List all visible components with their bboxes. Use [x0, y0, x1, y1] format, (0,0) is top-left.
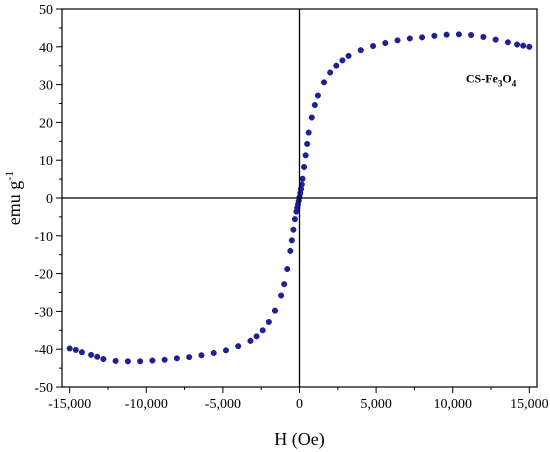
data-point	[284, 266, 291, 273]
data-point	[345, 52, 352, 59]
data-point	[100, 356, 107, 363]
data-point	[304, 140, 311, 147]
x-tick-label: 10,000	[433, 397, 472, 412]
data-point	[468, 32, 475, 39]
data-point	[492, 36, 499, 43]
data-point	[235, 343, 242, 350]
data-point	[72, 346, 79, 353]
data-point	[198, 352, 205, 359]
y-tick-label: 50	[39, 3, 53, 18]
data-point	[112, 357, 119, 364]
data-point	[253, 333, 260, 340]
y-tick-label: 30	[39, 79, 53, 94]
data-point	[222, 347, 229, 354]
data-point	[161, 356, 168, 363]
y-tick-label: -30	[34, 305, 53, 320]
annotation-sub-1: 3	[498, 79, 503, 89]
data-point	[526, 43, 533, 50]
y-tick-label: -50	[34, 381, 53, 396]
data-point	[514, 41, 521, 48]
data-point	[265, 318, 272, 325]
data-point	[314, 92, 321, 99]
y-axis-label: emu g-1	[2, 171, 24, 226]
data-point	[66, 345, 73, 352]
data-point	[301, 164, 308, 171]
data-point	[308, 114, 315, 121]
data-point	[259, 327, 266, 334]
data-point	[333, 62, 340, 69]
data-point	[327, 69, 334, 76]
y-tick-label: -10	[34, 230, 53, 245]
data-point	[370, 43, 377, 50]
data-point	[443, 31, 450, 38]
y-axis-label-base: emu g	[4, 181, 24, 226]
data-point	[290, 226, 297, 233]
data-point	[302, 152, 309, 159]
x-tick-label: 5,000	[360, 397, 392, 412]
y-tick-label: -20	[34, 268, 53, 283]
data-point	[394, 37, 401, 44]
y-axis-label-exponent: -1	[2, 171, 16, 181]
data-point	[287, 247, 294, 254]
y-tick-label: 0	[46, 192, 53, 207]
data-point	[339, 57, 346, 64]
x-tick-label: -10,000	[125, 397, 168, 412]
data-point	[281, 281, 288, 288]
y-tick-label: 10	[39, 154, 53, 169]
sample-annotation: CS-Fe3O4	[466, 72, 517, 89]
x-tick-labels: -15,000 -10,000 -5,000 0 5,000 10,000 15,000	[48, 397, 549, 412]
data-point	[137, 358, 144, 365]
data-point	[455, 31, 462, 38]
data-point	[247, 337, 254, 344]
data-point	[504, 39, 511, 46]
axis-ticks	[56, 8, 530, 393]
data-point	[288, 237, 295, 244]
data-point	[271, 307, 278, 314]
x-tick-label: -15,000	[48, 397, 91, 412]
annotation-sub-2: 4	[512, 79, 517, 89]
annotation-part-1: CS-Fe	[466, 72, 499, 86]
data-point	[382, 40, 389, 47]
data-point	[186, 354, 193, 361]
data-point	[149, 357, 156, 364]
data-point	[94, 353, 101, 360]
data-point	[520, 42, 527, 49]
data-point	[173, 355, 180, 362]
data-point	[321, 79, 328, 86]
data-point	[291, 216, 298, 223]
data-point	[419, 34, 426, 41]
y-tick-label: 20	[39, 116, 53, 131]
y-tick-label: -40	[34, 343, 53, 358]
data-point	[311, 102, 318, 109]
data-point	[406, 35, 413, 42]
x-axis-label: H (Oe)	[274, 429, 324, 450]
data-point	[88, 351, 95, 358]
data-point	[305, 129, 312, 136]
data-point	[431, 32, 438, 39]
data-point	[124, 358, 131, 365]
data-point	[278, 292, 285, 299]
x-tick-label: 0	[296, 397, 303, 412]
data-point	[480, 33, 487, 40]
x-tick-label: -5,000	[205, 397, 241, 412]
y-tick-labels: -50 -40 -30 -20 -10 0 10 20 30 40 50	[34, 3, 53, 396]
y-tick-label: 40	[39, 41, 53, 56]
annotation-part-2: O	[502, 72, 511, 86]
data-point	[210, 349, 217, 356]
data-point	[357, 47, 364, 54]
data-point	[299, 175, 306, 182]
data-point	[78, 349, 85, 356]
x-tick-label: 15,000	[510, 397, 549, 412]
